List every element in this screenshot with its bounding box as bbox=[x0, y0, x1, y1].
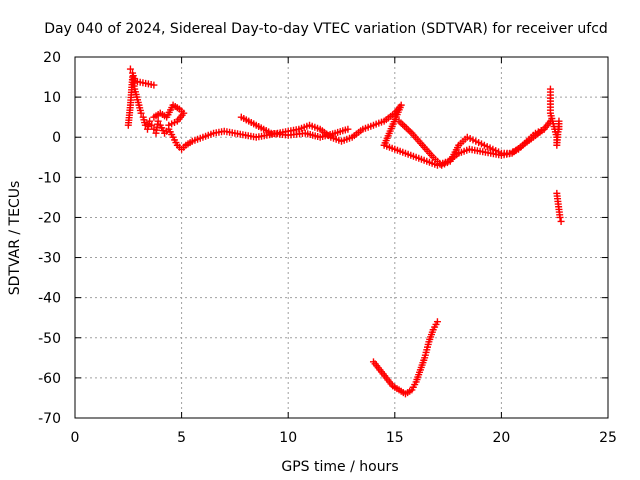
y-tick-label: 10 bbox=[43, 90, 61, 106]
chart-title: Day 040 of 2024, Sidereal Day-to-day VTE… bbox=[44, 21, 608, 37]
x-axis-label: GPS time / hours bbox=[281, 459, 398, 475]
y-tick-label: -70 bbox=[38, 411, 61, 427]
series bbox=[150, 101, 188, 129]
data-point bbox=[557, 217, 565, 225]
data-point bbox=[344, 125, 352, 133]
data-point bbox=[150, 81, 158, 89]
y-tick-label: -30 bbox=[38, 251, 61, 267]
x-tick-label: 10 bbox=[279, 430, 297, 446]
x-tick-label: 25 bbox=[599, 430, 617, 446]
y-tick-label: -40 bbox=[38, 291, 61, 307]
y-tick-label: 0 bbox=[52, 130, 61, 146]
data-point bbox=[137, 109, 145, 117]
y-tick-label: 20 bbox=[43, 50, 61, 66]
data-point bbox=[556, 213, 564, 221]
y-tick-label: -60 bbox=[38, 371, 61, 387]
y-tick-label: -10 bbox=[38, 170, 61, 186]
plot-frame bbox=[74, 56, 609, 419]
data-point bbox=[165, 121, 173, 129]
data-point bbox=[146, 117, 154, 125]
data-point bbox=[154, 117, 162, 125]
series bbox=[369, 318, 441, 398]
data-points bbox=[124, 65, 565, 398]
series bbox=[124, 73, 554, 169]
series bbox=[126, 65, 563, 149]
y-tick-label: -50 bbox=[38, 331, 61, 347]
x-tick-label: 20 bbox=[492, 430, 510, 446]
data-point bbox=[126, 65, 134, 73]
x-tick-label: 5 bbox=[177, 430, 186, 446]
y-tick-label: -20 bbox=[38, 210, 61, 226]
axis-ticks: 0 5 10 15 20 25 -70 -60 -50 -40 -30 -20 -10 0 10 20 bbox=[38, 50, 617, 446]
x-tick-label: 15 bbox=[386, 430, 404, 446]
x-tick-label: 0 bbox=[71, 430, 80, 446]
series bbox=[237, 113, 352, 141]
series bbox=[553, 189, 565, 225]
data-point bbox=[540, 125, 548, 133]
series bbox=[395, 117, 548, 169]
data-point bbox=[433, 318, 441, 326]
y-axis-label: SDTVAR / TECUs bbox=[7, 181, 23, 296]
data-point bbox=[555, 125, 563, 133]
data-point bbox=[148, 121, 156, 129]
